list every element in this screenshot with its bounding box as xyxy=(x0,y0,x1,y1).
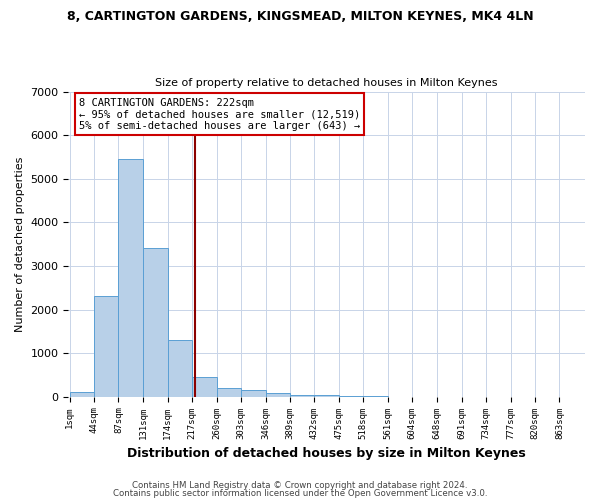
Text: 8 CARTINGTON GARDENS: 222sqm
← 95% of detached houses are smaller (12,519)
5% of: 8 CARTINGTON GARDENS: 222sqm ← 95% of de… xyxy=(79,98,360,131)
X-axis label: Distribution of detached houses by size in Milton Keynes: Distribution of detached houses by size … xyxy=(127,447,526,460)
Bar xyxy=(143,248,168,396)
Bar xyxy=(290,394,314,396)
Bar xyxy=(70,392,94,396)
Bar xyxy=(241,390,266,396)
Bar xyxy=(118,159,143,396)
Bar xyxy=(192,377,217,396)
Text: Contains public sector information licensed under the Open Government Licence v3: Contains public sector information licen… xyxy=(113,488,487,498)
Bar xyxy=(217,388,241,396)
Y-axis label: Number of detached properties: Number of detached properties xyxy=(15,156,25,332)
Text: Contains HM Land Registry data © Crown copyright and database right 2024.: Contains HM Land Registry data © Crown c… xyxy=(132,481,468,490)
Bar xyxy=(266,393,290,396)
Bar xyxy=(94,296,118,396)
Title: Size of property relative to detached houses in Milton Keynes: Size of property relative to detached ho… xyxy=(155,78,498,88)
Text: 8, CARTINGTON GARDENS, KINGSMEAD, MILTON KEYNES, MK4 4LN: 8, CARTINGTON GARDENS, KINGSMEAD, MILTON… xyxy=(67,10,533,23)
Bar xyxy=(168,340,192,396)
